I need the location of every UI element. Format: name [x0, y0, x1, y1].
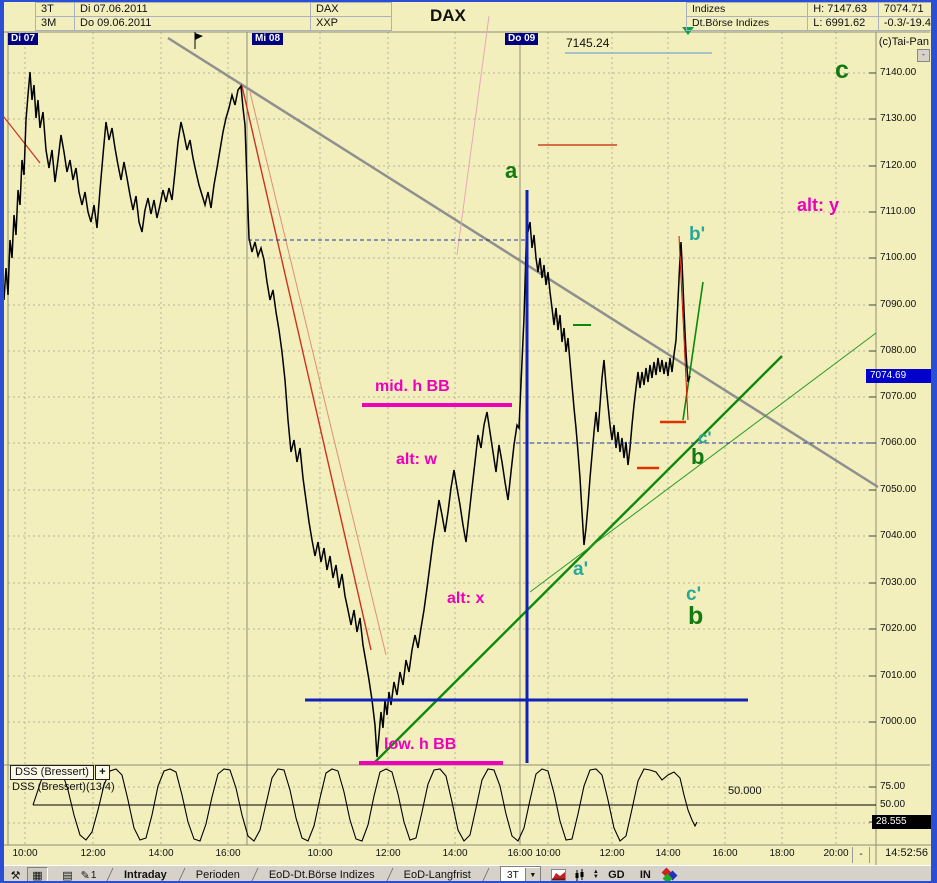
- candlestick-icon[interactable]: [570, 868, 589, 883]
- status-clock: 14:52:56: [885, 847, 928, 859]
- tab-perioden[interactable]: Perioden: [195, 868, 240, 881]
- pencil-glyph: ✎: [80, 869, 90, 882]
- period-select-value: 3T: [507, 869, 519, 881]
- period-cell[interactable]: 3M: [35, 16, 75, 31]
- notes-icon[interactable]: ▤: [62, 869, 73, 882]
- chevron-down-icon[interactable]: ▼: [524, 868, 540, 882]
- group-cell: Indizes: [685, 2, 809, 17]
- last-price-cell: 7074.71: [877, 2, 937, 17]
- bar-size-spinner[interactable]: ▲ ▼: [592, 869, 599, 880]
- date-cell[interactable]: Do 09.06.2011: [74, 16, 311, 31]
- in-button[interactable]: IN: [639, 869, 651, 881]
- symbol-cell[interactable]: DAX: [310, 2, 392, 17]
- salmon-downtrend-line: [249, 91, 387, 656]
- dss-expand-button[interactable]: +: [95, 765, 110, 780]
- window-border-bottom: [0, 881, 937, 883]
- candlestick-glyph: [575, 868, 584, 881]
- pink-steep-line: [456, 15, 490, 256]
- window-border-right[interactable]: [931, 0, 937, 883]
- copyright-label: (c)Tai-Pan: [878, 36, 929, 48]
- red-topleft-line: [0, 111, 41, 164]
- minimized-window-button[interactable]: -: [917, 49, 930, 62]
- group-cell: Dt.Börse Indizes: [685, 16, 809, 31]
- spinner-down-icon[interactable]: ▼: [592, 874, 599, 880]
- period-select[interactable]: 3T ▼: [499, 866, 541, 883]
- symbol-cell[interactable]: XXP: [310, 16, 392, 31]
- green-uptrend-thin-line: [529, 332, 877, 593]
- dss-indicator-sub-label: DSS (Bressert)(13/4): [12, 781, 115, 793]
- window-border-top: [0, 0, 937, 2]
- gd-button[interactable]: GD: [608, 869, 625, 881]
- green-uptrend-thick-line: [373, 355, 783, 764]
- tab-intraday[interactable]: Intraday: [124, 868, 167, 881]
- high-cell: H: 7147.63: [807, 2, 879, 17]
- window-border-left: [0, 0, 4, 883]
- area-chart-glyph: [550, 869, 566, 881]
- status-separator: -: [852, 847, 870, 863]
- dss-indicator-label[interactable]: DSS (Bressert): [10, 765, 94, 780]
- tab-eod-dt-boerse-indizes[interactable]: EoD-Dt.Börse Indizes: [268, 868, 375, 881]
- price-series: [1, 71, 691, 758]
- page-title: DAX: [430, 6, 466, 25]
- dss-indicator-label-text: DSS (Bressert): [15, 766, 89, 778]
- period-cell[interactable]: 3T: [35, 2, 75, 17]
- spinner-up-icon[interactable]: ▲: [592, 869, 599, 875]
- dss-series: [32, 768, 698, 842]
- chart-type-icon[interactable]: [549, 868, 568, 883]
- chart-tabs: Intraday Perioden EoD-Dt.Börse Indizes E…: [105, 866, 490, 883]
- low-cell: L: 6991.62: [807, 16, 879, 31]
- flag-marker: [195, 33, 203, 40]
- chart-settings-table: 3T Di 07.06.2011 DAX 3M Do 09.06.2011 XX…: [35, 2, 392, 31]
- green-steep-segment: [682, 281, 704, 421]
- quote-info-table: Indizes H: 7147.63 7074.71 Dt.Börse Indi…: [685, 2, 937, 31]
- date-cell[interactable]: Di 07.06.2011: [74, 2, 311, 17]
- pencil-icon[interactable]: ✎ 1: [79, 868, 98, 883]
- bottom-toolbar: ⚒ ▦ ▤ ✎ 1 Intraday Perioden EoD-Dt.Börse…: [0, 865, 931, 883]
- change-cell: -0.3/-19.4: [877, 16, 937, 31]
- pencil-count: 1: [90, 869, 97, 881]
- tools-icon[interactable]: ⚒: [10, 869, 21, 882]
- tab-eod-langfrist[interactable]: EoD-Langfrist: [403, 868, 471, 881]
- red-steep-segment: [678, 235, 689, 421]
- red-downtrend-line: [241, 85, 372, 651]
- gray-downtrend-line: [167, 36, 879, 489]
